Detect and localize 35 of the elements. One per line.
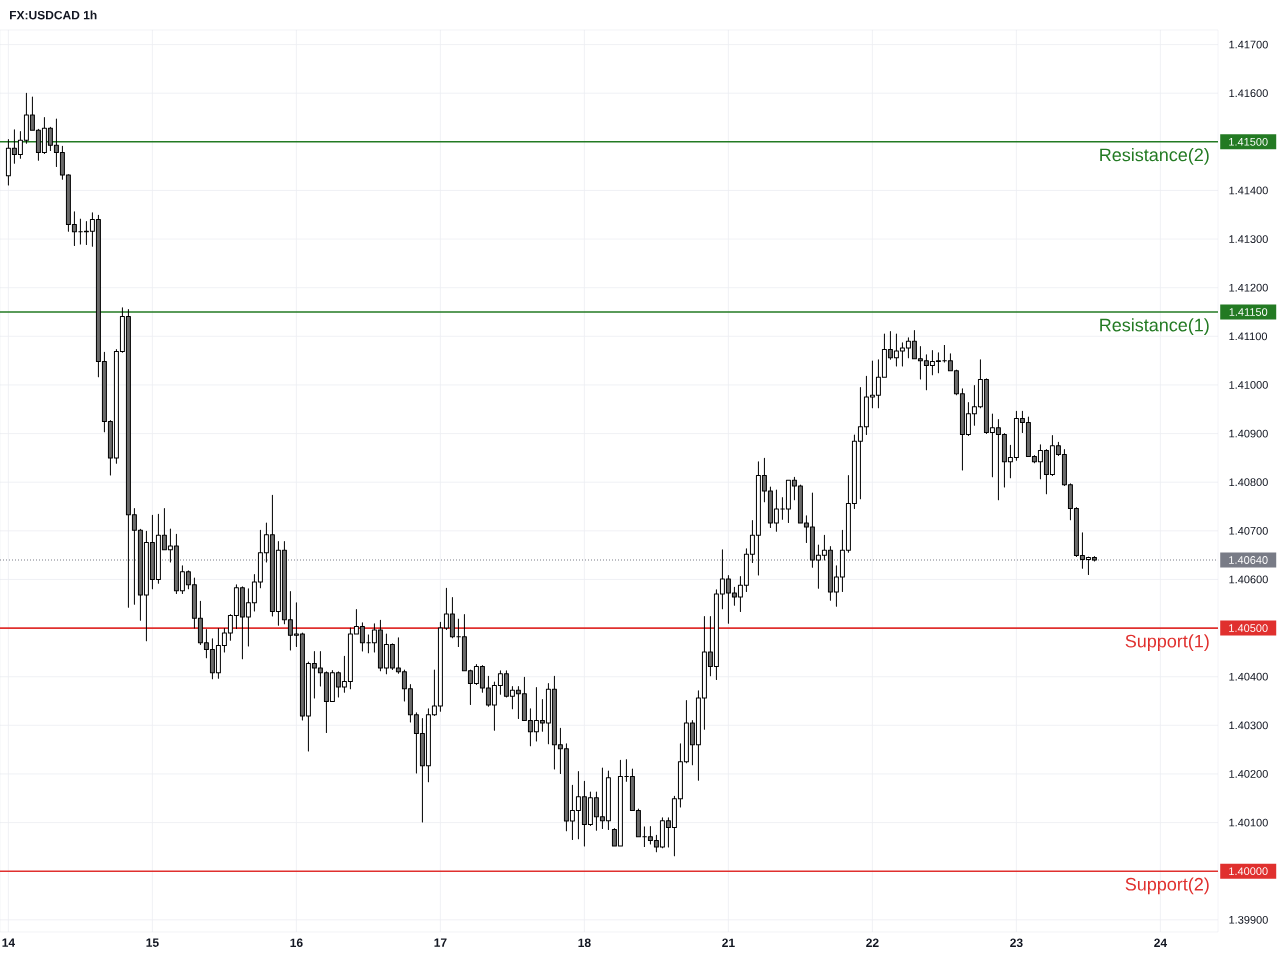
y-tick-label: 1.41700 (1229, 40, 1268, 49)
y-tick-label: 1.40900 (1229, 429, 1268, 438)
y-tick-label: 1.40300 (1229, 721, 1268, 730)
ref-line-label: Support(1) (1125, 634, 1209, 652)
y-tick-label: 1.41300 (1229, 235, 1268, 243)
chart-title: FX:USDCAD 1h (10, 10, 97, 20)
y-tick-label: 1.40700 (1229, 526, 1268, 535)
x-tick-label: 23 (1010, 938, 1023, 948)
x-tick-label: 22 (866, 938, 879, 947)
text: 1.41150 (1229, 308, 1268, 316)
text: 1.40000 (1229, 867, 1268, 876)
y-tick-label: 1.40800 (1229, 478, 1268, 487)
y-tick-label: 1.40200 (1229, 770, 1268, 778)
x-tick-label: 24 (1154, 938, 1168, 947)
y-tick-label: 1.41100 (1229, 332, 1268, 341)
text: 1.41500 (1229, 137, 1268, 146)
y-tick-label: 1.41600 (1229, 89, 1268, 98)
x-tick-label: 21 (722, 938, 735, 947)
x-tick-label: 16 (290, 938, 303, 948)
y-tick-label: 1.39900 (1229, 915, 1268, 924)
y-tick-label: 1.40600 (1229, 575, 1268, 584)
x-tick-label: 18 (578, 938, 591, 948)
y-tick-label: 1.41000 (1229, 381, 1268, 389)
x-tick-label: 17 (434, 938, 447, 947)
y-tick-label: 1.41400 (1229, 186, 1268, 195)
text: 1.40500 (1229, 624, 1268, 632)
ref-line-label: Resistance(1) (1100, 318, 1209, 335)
text: 1.40640 (1229, 556, 1268, 564)
y-tick-label: 1.40100 (1229, 818, 1268, 827)
ref-line-label: Support(2) (1125, 877, 1209, 895)
y-tick-label: 1.40400 (1229, 672, 1268, 681)
x-tick-label: 14 (2, 938, 16, 947)
x-tick-label: 15 (146, 938, 159, 947)
y-tick-label: 1.41200 (1229, 283, 1268, 292)
ref-line-label: Resistance(2) (1100, 148, 1209, 165)
